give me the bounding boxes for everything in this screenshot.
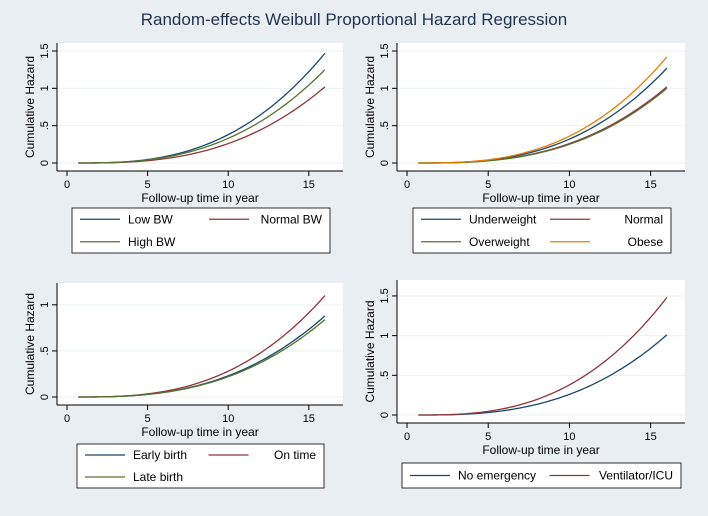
chart-panel-1: 0 .5 1 1.5 0 5 10 15 Follow-up time in year Cumul…: [23, 43, 343, 254]
x-tick-label: 0: [404, 431, 410, 443]
series-line-late-birth: [78, 319, 326, 398]
legend-label: Underweight: [469, 212, 537, 226]
x-tick-label: 0: [64, 179, 70, 191]
legend-label: On time: [274, 448, 316, 462]
y-tick-label: .5: [39, 121, 51, 130]
chart-panel-4: 0 .5 1 1.5 0 5 10 15 Follow-up time in year Cumul…: [363, 280, 685, 489]
y-tick-label: 1.5: [379, 43, 391, 58]
y-axis-title: Cumulative Hazard: [23, 293, 37, 395]
x-tick-label: 0: [404, 179, 410, 191]
x-tick-label: 10: [222, 179, 234, 191]
series-line-high-bw: [78, 69, 326, 164]
legend-label: No emergency: [458, 469, 536, 483]
y-tick-label: .5: [39, 346, 51, 355]
x-axis-title: Follow-up time in year: [482, 443, 599, 457]
y-tick-label: 1: [379, 85, 391, 91]
y-tick-label: 0: [39, 394, 51, 400]
legend: Underweight Normal Overweight Obese: [412, 207, 672, 254]
x-tick-label: 15: [645, 431, 657, 443]
legend-label: Obese: [628, 235, 664, 249]
legend: Low BW Normal BW High BW: [71, 207, 331, 254]
x-tick-label: 5: [485, 179, 491, 191]
legend-label: Overweight: [469, 235, 530, 249]
legend-box: [76, 443, 325, 489]
x-axis-title: Follow-up time in year: [141, 425, 258, 439]
y-tick-label: 1: [39, 302, 51, 308]
legend-label: Early birth: [133, 448, 187, 462]
y-tick-label: .5: [379, 121, 391, 130]
plot-area: [397, 280, 685, 423]
x-tick-label: 10: [222, 413, 234, 425]
plot-area: [57, 43, 343, 171]
x-tick-label: 5: [485, 431, 491, 443]
x-tick-label: 10: [563, 431, 575, 443]
legend-label: Low BW: [128, 212, 173, 226]
chart-panel-2: 0 .5 1 1.5 0 5 10 15 Follow-up time in year Cumul…: [363, 43, 685, 254]
plot-area: [57, 283, 343, 405]
legend: No emergency Ventilator/ICU: [401, 462, 682, 489]
x-axis-title: Follow-up time in year: [141, 191, 258, 205]
y-axis-title: Cumulative Hazard: [23, 56, 37, 158]
y-tick-label: 0: [379, 160, 391, 166]
legend-label: Late birth: [133, 470, 183, 484]
y-tick-label: 0: [39, 160, 51, 166]
x-tick-label: 15: [303, 413, 315, 425]
x-tick-label: 10: [563, 179, 575, 191]
x-tick-label: 15: [645, 179, 657, 191]
y-tick-label: 1.5: [379, 288, 391, 303]
x-tick-label: 15: [303, 179, 315, 191]
y-axis-title: Cumulative Hazard: [363, 300, 377, 402]
x-tick-label: 5: [145, 179, 151, 191]
y-tick-label: 1.5: [39, 43, 51, 58]
y-tick-label: 1: [379, 333, 391, 339]
figure-title: Random-effects Weibull Proportional Haza…: [140, 10, 568, 29]
legend-box: [412, 207, 672, 254]
series-line-ventilator-icu: [418, 297, 668, 416]
legend-label: Normal: [624, 212, 663, 226]
legend-label: Ventilator/ICU: [599, 469, 673, 483]
series-line-obese: [418, 56, 668, 164]
legend-box: [71, 207, 331, 254]
legend: Early birth On time Late birth: [76, 443, 325, 489]
y-axis-title: Cumulative Hazard: [363, 56, 377, 158]
legend-label: High BW: [128, 235, 176, 249]
legend-label: Normal BW: [261, 212, 323, 226]
y-tick-label: 0: [379, 412, 391, 418]
y-tick-label: .5: [379, 371, 391, 380]
y-tick-label: 1: [39, 85, 51, 91]
x-axis-title: Follow-up time in year: [482, 191, 599, 205]
x-tick-label: 0: [64, 413, 70, 425]
x-tick-label: 5: [145, 413, 151, 425]
